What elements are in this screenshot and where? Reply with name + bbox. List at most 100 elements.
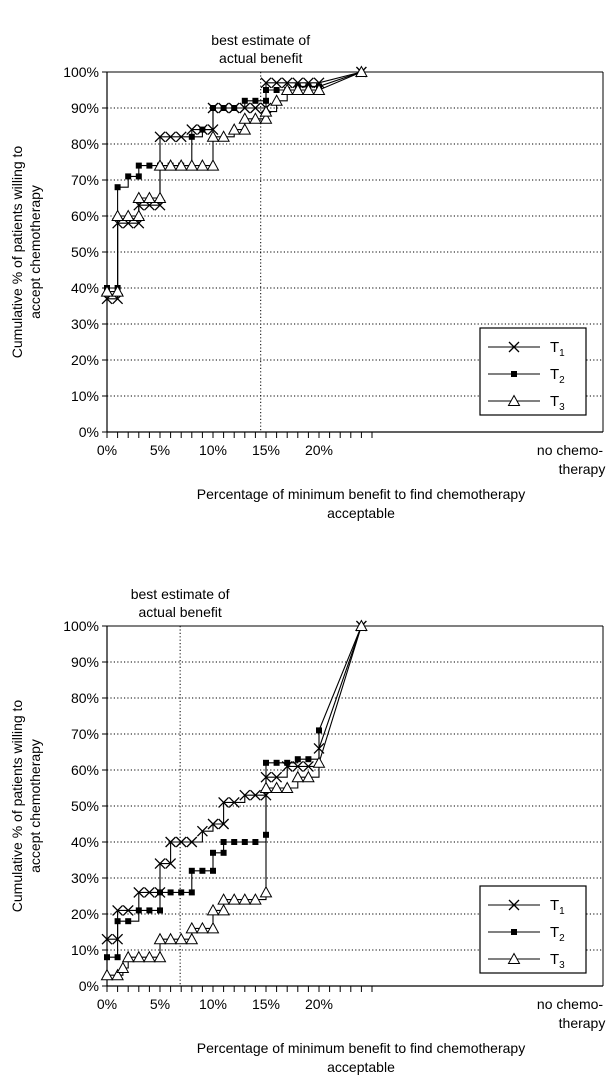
data-point [121,950,135,963]
y-tick-label: 10% [71,942,99,958]
series-T2 [104,623,365,961]
data-point [241,839,248,845]
x-tick-label: no chemo- [537,996,603,1012]
data-point [135,162,142,169]
data-point [114,918,121,925]
data-point [206,903,220,916]
data-point [143,191,156,203]
x-tick-label: 20% [305,442,333,458]
data-point [207,818,219,830]
data-point [122,904,134,916]
legend-box [479,885,587,974]
legend-subscript: 3 [559,402,565,413]
y-tick-label: 50% [71,244,99,260]
data-point [259,112,273,124]
data-point [217,903,230,916]
data-point [217,893,230,905]
data-point [135,173,142,180]
data-point [167,889,174,896]
data-point [270,781,283,793]
data-point [263,97,269,104]
y-axis-title-line: Cumulative % of patients willing to [9,700,25,913]
data-point [249,102,261,114]
data-point [143,886,155,898]
data-point [316,727,322,734]
data-point [210,105,216,111]
data-point [294,756,301,763]
y-axis-title-line: accept chemotherapy [27,185,43,319]
data-point [210,867,216,874]
data-point [132,950,146,963]
data-point [280,781,294,793]
data-point [146,162,153,169]
data-point [133,886,145,898]
data-point [206,130,220,142]
data-point [249,112,262,124]
legend-subscript: 2 [559,933,565,944]
data-point [252,97,259,104]
data-point [100,968,114,981]
data-point [218,796,230,808]
data-point [302,760,314,772]
series-T3 [100,65,368,297]
legend-marker [508,899,520,911]
x-tick-label: therapy [559,1015,606,1031]
legend-marker [511,929,517,935]
y-tick-label: 20% [71,352,99,368]
data-point [241,97,248,104]
data-point [125,173,132,180]
data-point [188,889,195,896]
x-axis-title: acceptable [327,1059,395,1075]
data-point [153,932,167,945]
data-point [281,77,293,89]
data-point [135,907,142,914]
y-tick-label: 20% [71,906,99,922]
data-point [175,836,187,848]
chart-top: 0% 10% 20% 30% 40% 50% 60% 70% 80% 90% 100% 0% 5% 10%… [9,32,605,521]
data-point [238,893,252,905]
chart-bottom: 0% 10% 20% 30% 40% 50% 60% 70% 80% 90% 100% 0% 5% 10%… [9,586,606,1075]
data-point [227,893,241,905]
series-line [107,625,362,976]
legend-subscript: 1 [559,906,565,917]
reference-label: actual benefit [138,604,221,620]
data-point [114,954,121,961]
data-point [263,87,269,93]
y-tick-label: 70% [71,726,99,742]
data-point [196,921,209,934]
data-point [220,105,227,111]
x-axis-title: Percentage of minimum benefit to find ch… [197,486,525,502]
y-tick-label: 60% [71,762,99,778]
data-point [164,159,177,171]
data-point [312,756,326,768]
data-point [146,907,153,914]
data-point [154,858,166,870]
data-point [231,839,238,845]
series-T1 [101,620,367,945]
data-point [259,105,273,117]
legend-marker [511,371,517,377]
data-point [220,839,227,845]
x-axis-title: Percentage of minimum benefit to find ch… [197,1040,525,1056]
data-point [186,124,198,136]
x-tick-label: 0% [97,442,117,458]
data-point [227,123,241,135]
data-point [196,825,208,837]
series-line [107,625,362,940]
y-tick-label: 60% [71,208,99,224]
data-point [185,921,199,934]
data-point [238,123,252,135]
y-tick-label: 100% [63,64,99,80]
data-point [228,796,240,808]
legend-subscript: 3 [559,960,565,971]
reference-label: best estimate of [211,32,310,48]
series-line [107,71,362,293]
data-point [116,961,130,973]
y-tick-label: 90% [71,654,99,670]
x-tick-label: 20% [305,996,333,1012]
data-point [270,94,283,106]
data-point [355,619,368,631]
y-axis-title: Cumulative % of patients willing to accep… [9,146,43,359]
data-point [199,126,206,133]
